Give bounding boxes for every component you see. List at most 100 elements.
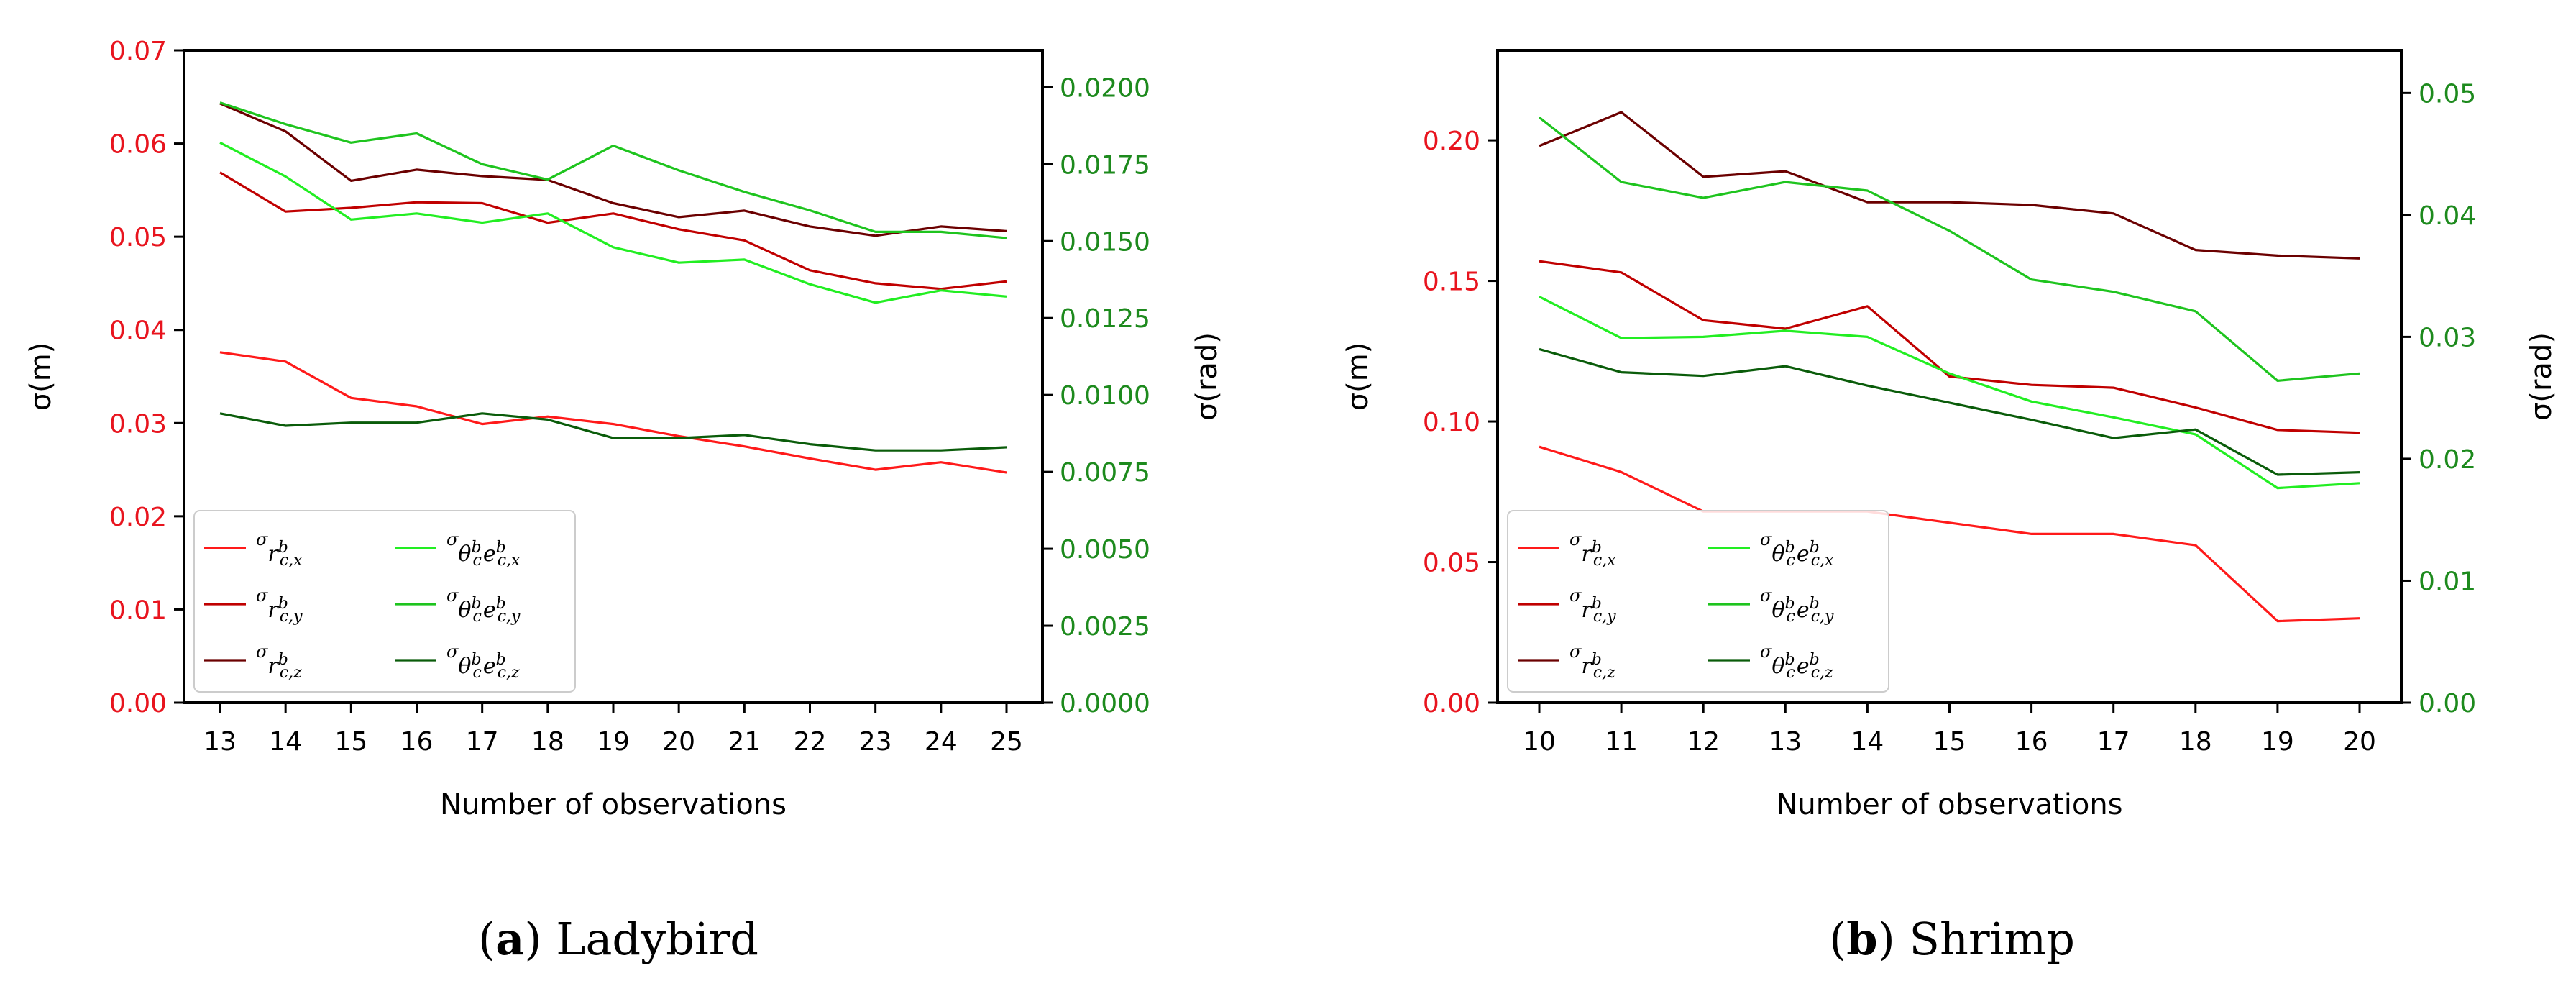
x-tick-label: 24 — [925, 727, 958, 757]
legend-label-sigma: σ — [1569, 585, 1582, 606]
x-tick-label: 16 — [2015, 727, 2048, 757]
legend-label: σθb ceb c,y — [446, 585, 521, 626]
legend-label-tailsub: c,z — [1811, 664, 1833, 682]
legend-label-subsub: c — [1787, 608, 1795, 626]
legend-label-subsub: c — [473, 552, 482, 570]
legend-label-sup: b — [1784, 539, 1795, 557]
x-tick-label: 21 — [728, 727, 761, 757]
legend-label-sigma: σ — [1760, 529, 1772, 549]
legend-label-subsub: c — [1787, 552, 1795, 570]
y-right-tick-label: 0.0175 — [1060, 150, 1150, 180]
caption-ladybird: (a) Ladybird — [478, 913, 758, 965]
legend-label-sup: b — [1592, 595, 1602, 613]
x-tick-label: 16 — [400, 727, 434, 757]
x-tick-label: 13 — [1769, 727, 1802, 757]
y-left-tick-label: 0.10 — [1423, 408, 1480, 437]
x-tick-label: 25 — [990, 727, 1023, 757]
legend-label: σrb c,y — [256, 585, 303, 626]
legend-label-sigma: σ — [256, 585, 268, 606]
y-left-tick-label: 0.07 — [109, 37, 167, 66]
legend-label-sup: b — [471, 651, 481, 669]
legend-label-symbol: θ — [1771, 542, 1784, 567]
legend-label-sup: b — [278, 651, 288, 669]
caption-ladybird-name: Ladybird — [556, 913, 758, 965]
legend-label: σθb ceb c,x — [1760, 529, 1834, 570]
x-tick-label: 13 — [203, 727, 237, 757]
series-line-4 — [1539, 296, 2360, 490]
x-axis-label: Number of observations — [440, 788, 787, 821]
legend-label-tailsup: b — [1810, 595, 1820, 613]
legend-label: σrb c,y — [1569, 585, 1616, 626]
x-tick-label: 19 — [2261, 727, 2294, 757]
legend-label-sigma: σ — [256, 529, 268, 549]
legend-label: σrb c,z — [1569, 642, 1615, 682]
x-tick-label: 15 — [334, 727, 367, 757]
y-left-tick-label: 0.04 — [109, 316, 167, 346]
legend-label: σrb c,x — [256, 529, 303, 570]
series-line-1 — [1539, 445, 2360, 623]
legend-label: σθb ceb c,y — [1760, 585, 1834, 626]
series-line-2 — [1539, 260, 2360, 434]
caption-ladybird-label: a — [495, 913, 524, 965]
legend-label-sigma: σ — [1569, 529, 1582, 549]
x-tick-label: 15 — [1933, 727, 1966, 757]
y-right-tick-label: 0.0200 — [1060, 73, 1150, 103]
legend-label-tail: e — [1797, 598, 1810, 623]
legend-label-sup: b — [1592, 651, 1602, 669]
y-right-tick-label: 0.0100 — [1060, 381, 1150, 411]
series-line-3 — [219, 102, 1007, 237]
y-right-axis-label: σ(rad) — [1191, 332, 1224, 421]
legend-label-tail: e — [483, 654, 496, 679]
x-axis-label: Number of observations — [1776, 788, 2122, 821]
x-tick-label: 10 — [1523, 727, 1556, 757]
y-left-tick-label: 0.01 — [109, 596, 167, 625]
series-line-4 — [219, 141, 1007, 304]
y-right-axis-label: σ(rad) — [2525, 332, 2558, 421]
legend-label-symbol: θ — [1771, 598, 1784, 623]
legend-box — [1507, 510, 1889, 693]
legend-label-sigma: σ — [1760, 642, 1772, 662]
x-tick-label: 20 — [662, 727, 695, 757]
x-tick-label: 14 — [269, 727, 302, 757]
legend-label-sigma: σ — [256, 642, 268, 662]
legend-label-symbol: r — [267, 542, 279, 567]
y-left-tick-label: 0.05 — [109, 223, 167, 252]
legend-label: σθb ceb c,z — [446, 642, 520, 682]
legend-label-tail: e — [1797, 542, 1810, 567]
series-line-1 — [219, 351, 1007, 474]
legend-label-sigma: σ — [1760, 585, 1772, 606]
y-right-tick-label: 0.0075 — [1060, 458, 1150, 488]
series-line-6 — [1539, 347, 2360, 476]
legend-label-symbol: θ — [458, 542, 471, 567]
legend-label-subsub: c,z — [1593, 664, 1615, 682]
caption-shrimp-label: b — [1846, 913, 1877, 965]
series-line-2 — [219, 171, 1007, 291]
legend-label-sigma: σ — [1569, 642, 1582, 662]
series-line-3 — [1539, 111, 2360, 260]
y-left-axis-label: σ(m) — [24, 342, 58, 411]
legend-label-subsub: c,z — [280, 664, 302, 682]
legend-label: σθb ceb c,x — [446, 529, 521, 570]
legend-label-symbol: r — [1581, 654, 1592, 679]
legend-label-tailsub: c,y — [498, 608, 521, 626]
y-left-tick-label: 0.02 — [109, 503, 167, 532]
x-tick-label: 17 — [466, 727, 499, 757]
legend-label-tailsub: c,z — [498, 664, 520, 682]
y-right-tick-label: 0.02 — [2419, 445, 2476, 475]
y-right-tick-label: 0.0125 — [1060, 304, 1150, 334]
x-tick-label: 14 — [1851, 727, 1884, 757]
legend-label-sup: b — [471, 539, 481, 557]
y-left-tick-label: 0.00 — [1423, 689, 1480, 718]
legend-label-tailsup: b — [496, 539, 506, 557]
x-tick-label: 17 — [2097, 727, 2130, 757]
y-left-tick-label: 0.15 — [1423, 268, 1480, 297]
legend-label: σrb c,z — [256, 642, 302, 682]
y-left-tick-label: 0.05 — [1423, 549, 1480, 578]
legend-label-symbol: θ — [1771, 654, 1784, 679]
legend-label-sup: b — [278, 539, 288, 557]
legend-label-tailsub: c,x — [498, 552, 521, 570]
x-tick-label: 22 — [794, 727, 827, 757]
y-right-tick-label: 0.0025 — [1060, 612, 1150, 642]
